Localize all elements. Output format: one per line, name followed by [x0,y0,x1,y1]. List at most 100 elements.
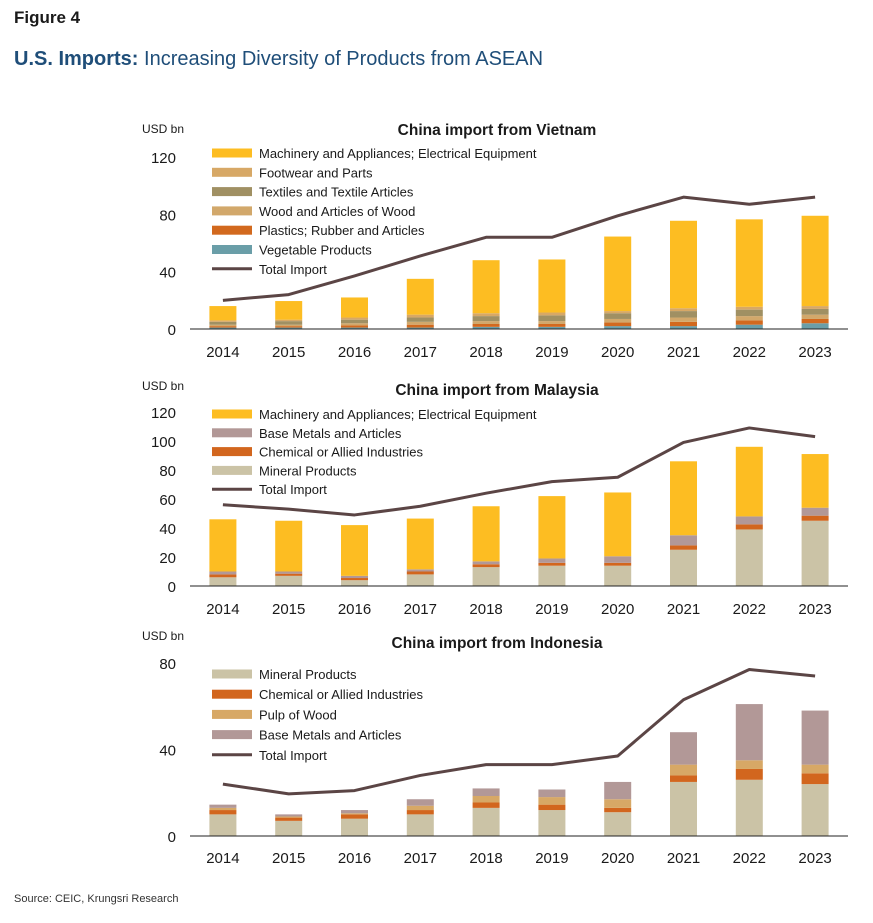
bar-textiles-and-textile-articles [472,316,500,322]
bar-plastics-rubber-and-articles [538,323,566,327]
bar-machinery-and-appliances-electrical-equipment [801,215,829,307]
bar-textiles-and-textile-articles [538,315,566,322]
bar-pulp-of-wood [341,813,368,815]
x-tick-label: 2020 [601,344,634,361]
bar-textiles-and-textile-articles [604,313,632,319]
legend-label-total-import: Total Import [259,482,327,497]
bar-mineral-products [472,567,500,586]
bar-chemical-or-allied-industries [670,775,697,782]
legend-label-chemical-or-allied-industries: Chemical or Allied Industries [259,445,424,460]
legend-label-wood-and-articles-of-wood: Wood and Articles of Wood [259,204,415,219]
x-tick-label: 2015 [272,344,305,361]
bar-base-metals-and-articles [341,810,368,814]
bar-base-metals-and-articles [209,804,237,808]
x-tick-label: 2021 [667,850,700,867]
bar-wood-and-articles-of-wood [209,324,237,327]
bar-machinery-and-appliances-electrical-equipment [801,454,829,508]
bar-mineral-products [472,807,500,836]
legend-swatch-plastics-rubber-and-articles [212,225,252,235]
bar-vegetable-products [341,327,368,329]
x-tick-label: 2022 [733,601,766,618]
y-tick-label: 0 [168,829,176,846]
x-tick-label: 2014 [206,344,239,361]
bar-pulp-of-wood [472,795,500,803]
y-tick-label: 40 [159,521,176,538]
legend-swatch-base-metals-and-articles [212,730,252,740]
line-total-import [222,667,816,796]
bar-footwear-and-parts [604,311,632,314]
bar-mineral-products [735,529,763,586]
y-tick-label: 80 [159,207,176,224]
bar-base-metals-and-articles [406,569,434,572]
bar-base-metals-and-articles [472,788,500,796]
bar-chemical-or-allied-industries [604,807,632,813]
bar-pulp-of-wood [801,764,829,774]
x-tick-label: 2014 [206,601,239,618]
bar-machinery-and-appliances-electrical-equipment [406,518,434,570]
bar-base-metals-and-articles [275,571,303,574]
bar-footwear-and-parts [472,313,500,317]
bar-vegetable-products [538,326,566,329]
y-axis-unit: USD bn [142,629,184,643]
bar-mineral-products [604,565,632,586]
bar-mineral-products [406,814,434,836]
bar-chemical-or-allied-industries [209,574,237,578]
bar-mineral-products [670,781,697,836]
legend-label-base-metals-and-articles: Base Metals and Articles [259,426,402,441]
bar-footwear-and-parts [735,306,763,310]
bar-machinery-and-appliances-electrical-equipment [604,492,632,557]
bar-textiles-and-textile-articles [670,311,697,318]
bar-pulp-of-wood [275,816,303,818]
bar-footwear-and-parts [275,319,303,322]
bar-mineral-products [801,784,829,836]
legend-swatch-mineral-products [212,465,252,475]
bar-mineral-products [538,810,566,836]
x-tick-label: 2016 [338,344,371,361]
bar-mineral-products [209,814,237,836]
bar-pulp-of-wood [735,760,763,769]
bar-base-metals-and-articles [735,516,763,525]
bar-plastics-rubber-and-articles [341,325,368,328]
bar-mineral-products [275,820,303,836]
bar-base-metals-and-articles [735,704,763,761]
y-tick-label: 20 [159,550,176,567]
x-tick-label: 2020 [601,850,634,867]
legend-swatch-footwear-and-parts [212,167,252,177]
bar-pulp-of-wood [670,764,697,776]
legend-label-vegetable-products: Vegetable Products [259,243,372,258]
bar-wood-and-articles-of-wood [472,321,500,324]
bar-vegetable-products [275,327,303,329]
x-tick-label: 2021 [667,344,700,361]
bar-textiles-and-textile-articles [341,319,368,324]
bar-pulp-of-wood [209,807,237,811]
bar-vegetable-products [604,326,632,329]
legend-label-chemical-or-allied-industries: Chemical or Allied Industries [259,687,424,702]
legend-swatch-chemical-or-allied-industries [212,447,252,457]
x-tick-label: 2022 [733,344,766,361]
chart-title: China import from Indonesia [392,635,603,652]
legend-swatch-textiles-and-textile-articles [212,187,252,197]
bar-plastics-rubber-and-articles [275,326,303,328]
bar-chemical-or-allied-industries [406,571,434,575]
legend-swatch-machinery-and-appliances-electrical-equipment [212,148,252,158]
bar-machinery-and-appliances-electrical-equipment [472,506,500,562]
bar-textiles-and-textile-articles [209,321,237,325]
bar-base-metals-and-articles [604,556,632,563]
bar-chemical-or-allied-industries [341,814,368,819]
x-tick-label: 2021 [667,601,700,618]
bar-base-metals-and-articles [604,781,632,800]
bar-wood-and-articles-of-wood [341,323,368,326]
legend-swatch-machinery-and-appliances-electrical-equipment [212,409,252,419]
legend-label-machinery-and-appliances-electrical-equipment: Machinery and Appliances; Electrical Equ… [259,407,537,422]
bar-plastics-rubber-and-articles [735,320,763,325]
bar-footwear-and-parts [406,314,434,318]
x-tick-label: 2015 [272,850,305,867]
bar-vegetable-products [735,324,763,329]
bar-mineral-products [801,520,829,586]
chart-vietnam: China import from Vietnam USD bn 0 40 80 120 2… [142,122,848,361]
bar-machinery-and-appliances-electrical-equipment [472,260,500,314]
bar-base-metals-and-articles [209,571,237,575]
legend-label-pulp-of-wood: Pulp of Wood [259,707,337,722]
bar-textiles-and-textile-articles [735,309,763,317]
bar-machinery-and-appliances-electrical-equipment [670,461,697,536]
